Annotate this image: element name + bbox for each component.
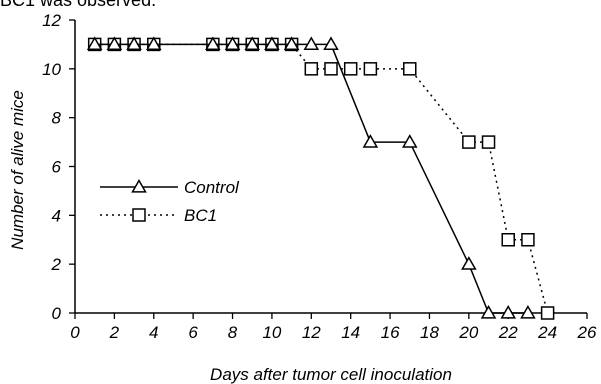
- x-tick-label: 14: [341, 323, 360, 342]
- data-point-square: [304, 62, 319, 76]
- data-point-square: [501, 233, 515, 247]
- data-point-triangle: [224, 36, 241, 51]
- data-point-triangle: [500, 304, 517, 319]
- data-point-square: [324, 62, 338, 76]
- legend-label: Control: [184, 178, 240, 197]
- data-point-square: [403, 62, 417, 76]
- data-point-triangle: [520, 304, 536, 319]
- legend-marker-triangle: [131, 178, 147, 193]
- data-point-triangle: [106, 36, 123, 51]
- y-tick-label: 8: [52, 109, 62, 128]
- legend-item-control: Control: [100, 178, 240, 197]
- series-layer: [86, 36, 555, 320]
- x-tick-label: 2: [109, 323, 120, 342]
- data-point-triangle: [303, 36, 320, 51]
- data-point-square: [521, 233, 535, 247]
- data-point-square: [481, 135, 496, 149]
- x-tick-label: 24: [537, 323, 557, 342]
- x-tick-label: 4: [149, 323, 158, 342]
- data-point-triangle: [480, 304, 497, 319]
- data-point-triangle: [323, 36, 339, 51]
- x-axis-label: Days after tumor cell inoculation: [210, 365, 452, 384]
- data-point-triangle: [401, 134, 418, 148]
- x-tick-label: 26: [577, 323, 597, 342]
- series-line-control: [94, 43, 528, 314]
- series-line-bc1: [94, 43, 549, 314]
- data-point-triangle: [362, 134, 379, 148]
- legend: Control BC1: [100, 178, 240, 225]
- y-tick-label: 12: [42, 11, 61, 30]
- data-point-triangle: [126, 36, 142, 51]
- data-point-square: [343, 62, 358, 76]
- data-point-square: [462, 135, 476, 149]
- legend-label: BC1: [184, 206, 217, 225]
- y-tick-label: 10: [42, 60, 61, 79]
- y-tick-label: 0: [52, 304, 62, 323]
- x-tick-label: 12: [302, 323, 321, 342]
- y-axis-label: Number of alive mice: [8, 90, 27, 250]
- data-point-triangle: [86, 36, 103, 51]
- data-point-triangle: [145, 36, 162, 51]
- x-tick-label: 16: [381, 323, 400, 342]
- x-tick-label: 18: [420, 323, 439, 342]
- series-bc1: [87, 37, 555, 320]
- data-point-triangle: [283, 36, 300, 51]
- x-tick-label: 8: [228, 323, 238, 342]
- y-tick-label: 6: [52, 158, 62, 177]
- x-tick-label: 0: [70, 323, 80, 342]
- data-point-triangle: [461, 256, 477, 270]
- data-point-square: [363, 62, 378, 76]
- x-tick-label: 6: [188, 323, 198, 342]
- data-point-triangle: [264, 36, 280, 51]
- data-point-square: [540, 306, 555, 320]
- x-tick-label: 20: [458, 323, 478, 342]
- x-tick-label: 10: [262, 323, 281, 342]
- caption-fragment: BC1 was observed.: [0, 0, 157, 10]
- y-tick-label: 4: [52, 206, 61, 225]
- x-tick-label: 22: [498, 323, 518, 342]
- legend-marker-square: [132, 208, 146, 222]
- data-point-triangle: [244, 36, 261, 51]
- y-tick-label: 2: [51, 255, 62, 274]
- legend-item-bc1: BC1: [100, 206, 217, 225]
- data-point-triangle: [205, 36, 221, 51]
- series-control: [86, 36, 536, 319]
